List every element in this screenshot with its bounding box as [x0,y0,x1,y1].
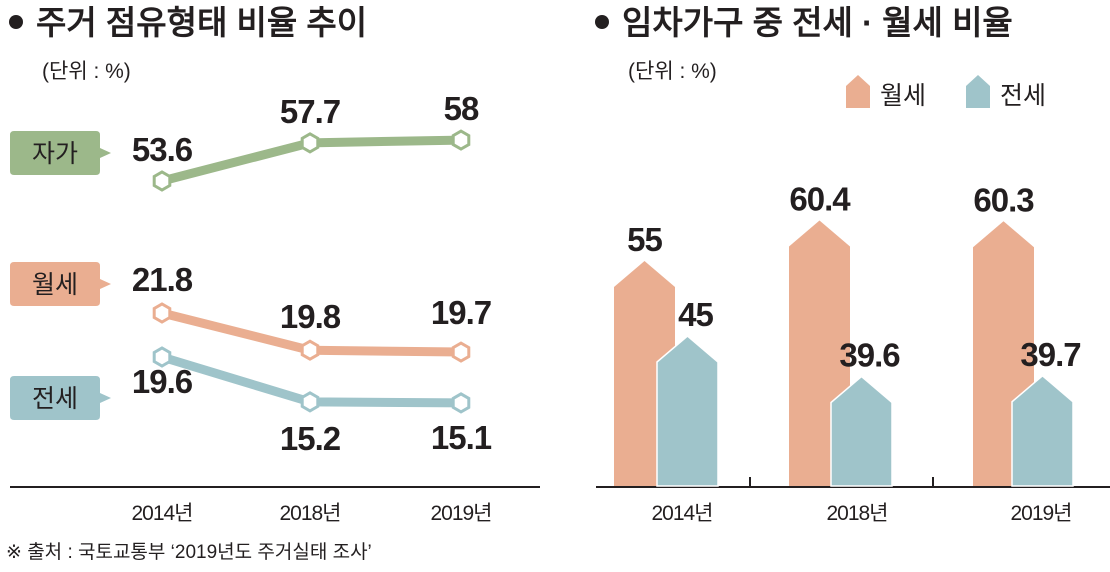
bar-value-label: 55 [627,221,662,258]
data-point-marker [300,339,320,361]
series-tag-box [10,262,111,306]
left-x-tick-label: 2019년 [430,502,491,525]
legend-label-jeonse: 전세 [1000,82,1046,110]
bullet-icon [595,15,609,29]
data-point-marker [300,391,320,413]
right-chart-title: 임차가구 중 전세 · 월세 비율 [622,4,1013,41]
data-point-marker [152,170,172,192]
data-label: 57.7 [280,93,340,130]
right-x-tick-label: 2018년 [826,502,887,525]
data-label: 21.8 [132,261,193,298]
data-label: 19.6 [132,363,193,400]
bar-value-label: 60.3 [973,181,1034,218]
left-x-tick-label: 2014년 [131,502,192,525]
data-point-marker [300,132,320,154]
source-note: ※ 출처 : 국토교통부 ‘2019년도 주거실태 조사’ [6,541,372,563]
right-x-tick-label: 2019년 [1010,502,1071,525]
legend: 월세 전세 [846,75,1046,110]
series-tag-label: 자가 [32,140,78,168]
series-tag-label: 전세 [32,385,78,413]
legend-label-wolse: 월세 [880,82,926,110]
data-point-marker [451,392,471,414]
series-tag-label: 월세 [32,271,78,299]
bar-value-label: 60.4 [789,181,851,218]
left-chart-title: 주거 점유형태 비율 추이 [36,4,367,41]
data-point-marker [451,341,471,363]
bar-value-label: 39.7 [1020,336,1080,373]
data-label: 53.6 [132,131,193,168]
data-label: 15.1 [431,419,492,456]
data-point-marker [152,302,172,324]
left-unit-label: (단위 : %) [42,60,131,83]
left-x-tick-label: 2018년 [279,502,340,525]
bar-jeonse [656,335,719,487]
data-label: 15.2 [280,420,341,457]
bar-jeonse [1011,374,1074,487]
bar-value-label: 45 [678,296,713,333]
bullet-icon [9,15,23,29]
data-label: 19.7 [431,294,491,331]
legend-swatch-wolse [846,75,870,108]
data-point-marker [451,129,471,151]
legend-swatch-jeonse [966,75,990,108]
bar-value-label: 39.6 [839,337,900,374]
data-label: 19.8 [280,298,341,335]
series-tag-box [10,131,111,175]
right-unit-label: (단위 : %) [628,60,717,83]
data-point-marker [152,346,172,368]
series-tag-box [10,376,111,420]
bar-jeonse [830,375,893,487]
right-x-tick-label: 2014년 [651,502,712,525]
data-label: 58 [444,90,479,127]
